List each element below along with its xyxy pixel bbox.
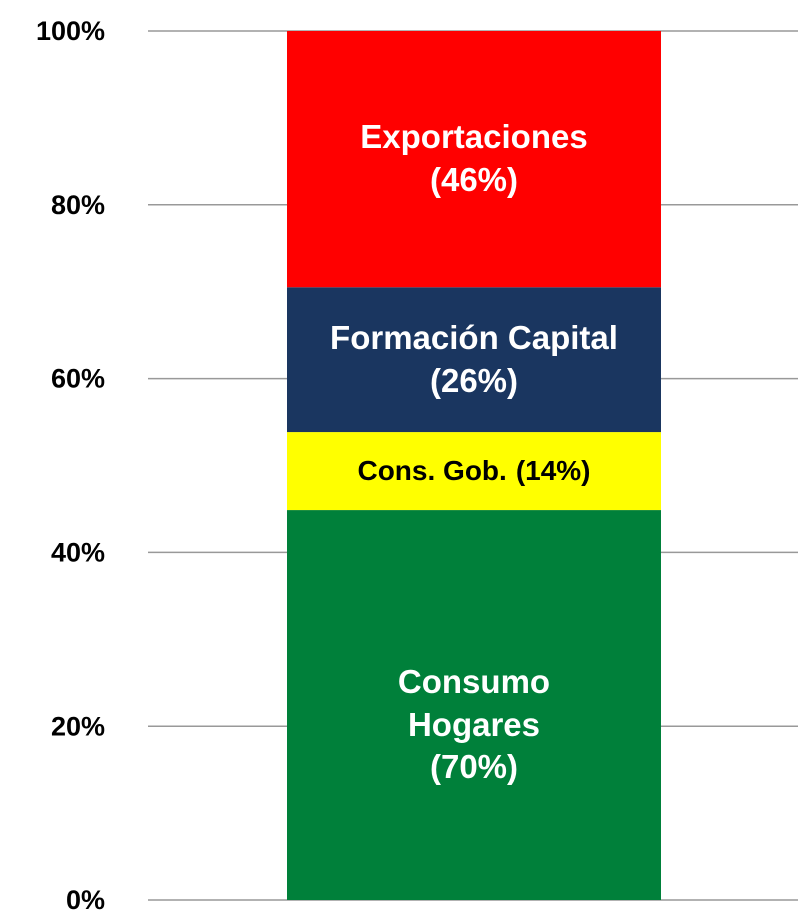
y-tick-label: 80% (51, 190, 105, 220)
segment-label: Cons. Gob. (14%) (287, 432, 661, 510)
data-label: (46%) (429, 161, 519, 199)
y-tick-label: 40% (51, 538, 105, 568)
y-tick-label: 20% (51, 711, 105, 741)
bar-segment (287, 432, 661, 511)
segment-label: Formación Capital (26%) (287, 287, 661, 432)
bar-segment (287, 510, 661, 900)
bar-segment (287, 31, 661, 288)
y-tick-label: 0% (66, 885, 105, 915)
bar-segment (287, 287, 661, 433)
segment-label: Exportaciones (46%) (287, 31, 661, 287)
y-tick-label: 60% (51, 364, 105, 394)
segment-label: Consumo Hogares (70%) (287, 510, 661, 920)
data-label: (26%) (429, 361, 519, 399)
data-label: (14%) (515, 454, 591, 486)
series-name: Exportaciones (360, 118, 588, 156)
series-name: Cons. Gob. (357, 454, 507, 486)
series-name: Formación Capital (330, 318, 618, 356)
data-label: (70%) (429, 748, 519, 786)
series-name: Consumo Hogares (397, 662, 551, 743)
y-tick-label: 100% (36, 16, 105, 46)
